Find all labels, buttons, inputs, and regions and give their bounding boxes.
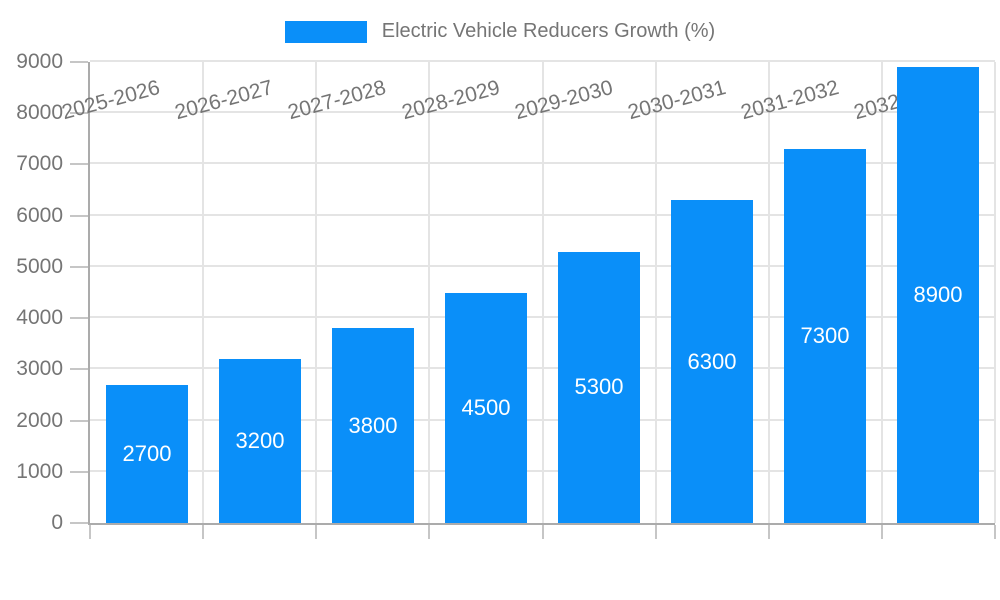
x-axis-tick <box>654 525 657 539</box>
x-axis-tick <box>428 525 431 539</box>
bar-value-label: 8900 <box>913 282 963 308</box>
y-axis-tick-label: 1000 <box>16 459 63 483</box>
plot-area: 0 1000 2000 3000 4000 5000 6000 7000 8000 9000 202… <box>16 51 996 539</box>
y-axis-tick <box>70 214 88 217</box>
x-axis-category-label: 2031-2032 <box>738 76 842 125</box>
y-axis-tick <box>70 61 88 63</box>
gridline-vertical <box>315 62 318 523</box>
x-axis-tick <box>89 525 91 539</box>
bar-value-label: 6300 <box>687 348 737 374</box>
x-axis-tick <box>880 525 883 539</box>
y-axis-tick-label: 5000 <box>16 254 63 278</box>
gridline-vertical <box>880 62 883 523</box>
gridline-horizontal <box>90 60 995 62</box>
legend-swatch[interactable] <box>284 20 367 43</box>
y-axis-tick-label: 7000 <box>16 152 63 176</box>
gridline-vertical <box>428 62 431 523</box>
bar-2027-2028[interactable]: 3800 <box>332 328 414 523</box>
x-axis-category-label: 2028-2029 <box>398 76 502 125</box>
bar-value-label: 4500 <box>461 394 511 420</box>
bar-2025-2026[interactable]: 2700 <box>106 384 188 523</box>
y-axis-tick-label: 4000 <box>16 306 63 330</box>
gridline-vertical <box>202 62 205 523</box>
y-axis-tick-label: 2000 <box>16 408 63 432</box>
gridline-vertical <box>654 62 657 523</box>
bar-value-label: 2700 <box>122 440 172 466</box>
y-axis-tick <box>70 317 88 320</box>
x-axis-tick <box>767 525 770 539</box>
y-axis-tick <box>70 112 88 115</box>
x-axis-category-label: 2026-2027 <box>172 76 276 125</box>
y-axis-tick-label: 9000 <box>16 50 63 73</box>
bar-value-label: 5300 <box>574 374 624 400</box>
bar-2029-2030[interactable]: 5300 <box>558 251 640 523</box>
y-axis-tick <box>70 163 88 166</box>
gridline-vertical <box>767 62 770 523</box>
y-axis-tick-label: 6000 <box>16 203 63 227</box>
x-axis-tick <box>994 525 996 539</box>
x-axis-tick <box>315 525 318 539</box>
bar-2026-2027[interactable]: 3200 <box>219 359 301 523</box>
legend[interactable]: Electric Vehicle Reducers Growth (%) <box>0 20 1000 43</box>
gridline-vertical <box>541 62 544 523</box>
x-axis-tick <box>541 525 544 539</box>
bar-2031-2032[interactable]: 7300 <box>784 149 866 523</box>
legend-label: Electric Vehicle Reducers Growth (%) <box>381 20 716 42</box>
bar-2030-2031[interactable]: 6300 <box>671 200 753 523</box>
gridline-vertical <box>994 62 996 523</box>
y-axis-tick <box>70 522 88 524</box>
y-axis-tick <box>70 368 88 371</box>
x-axis-category-label: 2030-2031 <box>625 76 729 125</box>
bar-value-label: 7300 <box>800 323 850 349</box>
y-axis-tick-label: 3000 <box>16 357 63 381</box>
bar-value-label: 3200 <box>235 428 285 454</box>
x-axis-category-label: 2027-2028 <box>285 76 389 125</box>
y-axis-tick <box>70 470 88 473</box>
x-axis-tick <box>202 525 205 539</box>
bar-2032-2033[interactable]: 8900 <box>897 67 979 523</box>
bar-value-label: 3800 <box>348 412 398 438</box>
y-axis-tick-label: 8000 <box>16 101 63 125</box>
y-axis-tick <box>70 265 88 268</box>
bar-2028-2029[interactable]: 4500 <box>445 292 527 523</box>
y-axis-tick <box>70 419 88 422</box>
x-axis-category-label: 2029-2030 <box>512 76 616 125</box>
x-axis-category-label: 2025-2026 <box>59 76 163 125</box>
y-axis-tick-label: 0 <box>51 511 63 534</box>
